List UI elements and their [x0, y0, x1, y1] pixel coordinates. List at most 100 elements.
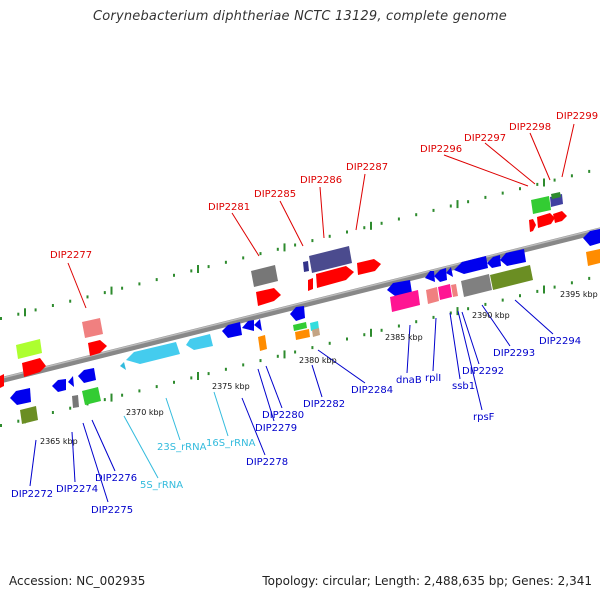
gene-block[interactable]	[82, 387, 101, 405]
gene-block[interactable]	[438, 284, 452, 300]
gene-arrow-fwd[interactable]	[88, 340, 107, 356]
gene-label-ssb1[interactable]: ssb1	[452, 381, 475, 392]
gene-arrow-rev[interactable]	[290, 306, 305, 321]
gene-arrow-rev[interactable]	[78, 368, 96, 383]
gene-arrow-rev[interactable]	[434, 268, 447, 282]
callout-line-dip2274	[71, 431, 76, 483]
gene-block[interactable]	[451, 284, 458, 297]
guide-dot	[588, 276, 591, 280]
gene-arrow-fwd[interactable]	[529, 219, 536, 232]
gene-arrow-fwd[interactable]	[0, 374, 4, 388]
gene-arrow-rev[interactable]	[446, 267, 453, 277]
guide-dot	[519, 294, 521, 298]
gene-arrow-rev[interactable]	[222, 322, 242, 338]
gene-label-rpsf[interactable]: rpsF	[473, 412, 495, 423]
rrna-arrow[interactable]	[186, 334, 213, 350]
guide-dot	[69, 406, 72, 410]
gene-arrow-rev[interactable]	[52, 379, 66, 392]
gene-label-dip2276[interactable]: DIP2276	[95, 473, 137, 484]
gene-label-rpli[interactable]: rplI	[425, 373, 441, 384]
gene-label-dip2277[interactable]: DIP2277	[50, 250, 92, 261]
guide-dot	[276, 247, 279, 251]
gene-block[interactable]	[461, 274, 492, 297]
gene-block[interactable]	[390, 290, 420, 312]
gene-label-dnab[interactable]: dnaB	[396, 375, 422, 386]
gene-arrow-rev[interactable]	[387, 280, 412, 296]
gene-arrow-fwd[interactable]	[256, 288, 281, 306]
gene-arrow-fwd[interactable]	[357, 259, 381, 275]
gene-label-dip2284[interactable]: DIP2284	[351, 385, 393, 396]
gene-block[interactable]	[310, 321, 319, 331]
gene-label-dip2297[interactable]: DIP2297	[464, 133, 506, 144]
guide-dot	[519, 187, 521, 191]
guide-dot	[570, 281, 573, 285]
gene-label-dip2299[interactable]: DIP2299	[556, 111, 598, 122]
gene-block[interactable]	[82, 318, 103, 338]
gene-label-dip2296[interactable]: DIP2296	[420, 144, 462, 155]
gene-arrow-rev[interactable]	[254, 319, 262, 331]
gene-arrow-rev[interactable]	[425, 271, 435, 282]
gene-label-dip2298[interactable]: DIP2298	[509, 122, 551, 133]
gene-arrow-rev[interactable]	[487, 255, 501, 268]
gene-block[interactable]	[426, 287, 439, 304]
guide-dot	[207, 265, 210, 269]
gene-arrow-rev[interactable]	[500, 249, 526, 266]
gene-label-23s-rrna[interactable]: 23S_rRNA	[157, 442, 207, 453]
gene-block[interactable]	[303, 261, 309, 272]
gene-block[interactable]	[586, 249, 600, 266]
gene-label-dip2279[interactable]: DIP2279	[255, 423, 297, 434]
gene-arrow-rev[interactable]	[454, 256, 488, 274]
gene-label-dip2282[interactable]: DIP2282	[303, 399, 345, 410]
guide-dot	[242, 363, 245, 367]
gene-arrow-rev[interactable]	[242, 320, 254, 331]
guide-dot	[103, 291, 106, 295]
gene-block[interactable]	[490, 265, 533, 290]
scale-tick-label: 2365 kbp	[40, 437, 78, 446]
gene-block[interactable]	[20, 406, 38, 424]
accession-label: Accession: NC_002935	[9, 574, 146, 588]
gene-block[interactable]	[258, 335, 267, 351]
callout-line-16s-rrna	[213, 391, 229, 437]
gene-arrow-fwd[interactable]	[308, 278, 313, 291]
gene-block[interactable]	[293, 322, 307, 331]
gene-arrow-fwd[interactable]	[537, 213, 555, 228]
gene-label-dip2275[interactable]: DIP2275	[91, 505, 133, 516]
gene-arrow-fwd[interactable]	[22, 358, 46, 377]
callout-line-23s-rrna	[165, 397, 181, 441]
gene-arrow-rev[interactable]	[10, 388, 31, 405]
gene-arrow-fwd[interactable]	[553, 211, 567, 223]
gene-block[interactable]	[16, 339, 42, 359]
gene-label-dip2272[interactable]: DIP2272	[11, 489, 53, 500]
gene-label-dip2294[interactable]: DIP2294	[539, 336, 581, 347]
gene-block[interactable]	[531, 196, 551, 214]
gene-label-16s-rrna[interactable]: 16S_rRNA	[206, 438, 256, 449]
gene-label-dip2293[interactable]: DIP2293	[493, 348, 535, 359]
forward-gene-labels: DIP2277 DIP2281 DIP2285 DIP2286 DIP2287 …	[50, 111, 598, 261]
gene-arrow-fwd[interactable]	[316, 266, 354, 288]
gene-label-dip2286[interactable]: DIP2286	[300, 175, 342, 186]
gene-label-5s-rrna[interactable]: 5S_rRNA	[140, 480, 183, 491]
guide-dot	[17, 419, 20, 423]
callout-line-dip2286	[319, 186, 325, 239]
gene-block[interactable]	[295, 329, 310, 340]
gene-label-dip2274[interactable]: DIP2274	[56, 484, 98, 495]
callout-line-dip2278	[241, 397, 266, 456]
gene-block[interactable]	[72, 395, 79, 408]
gene-block[interactable]	[551, 192, 561, 199]
gene-arrow-rev[interactable]	[68, 376, 74, 387]
gene-label-dip2278[interactable]: DIP2278	[246, 457, 288, 468]
gene-label-dip2292[interactable]: DIP2292	[462, 366, 504, 377]
rrna-arrow[interactable]	[126, 342, 180, 364]
gene-arrow-rev[interactable]	[583, 229, 600, 246]
guide-dot	[173, 273, 175, 277]
gene-label-dip2280[interactable]: DIP2280	[262, 410, 304, 421]
gene-block[interactable]	[312, 328, 320, 337]
gene-label-dip2285[interactable]: DIP2285	[254, 189, 296, 200]
guide-dot	[138, 389, 141, 393]
gene-arrow-rev[interactable]	[120, 362, 126, 370]
gene-label-dip2281[interactable]: DIP2281	[208, 202, 250, 213]
gene-label-dip2287[interactable]: DIP2287	[346, 162, 388, 173]
guide-dot	[536, 182, 539, 186]
gene-block[interactable]	[251, 265, 278, 287]
gene-block[interactable]	[309, 246, 352, 273]
